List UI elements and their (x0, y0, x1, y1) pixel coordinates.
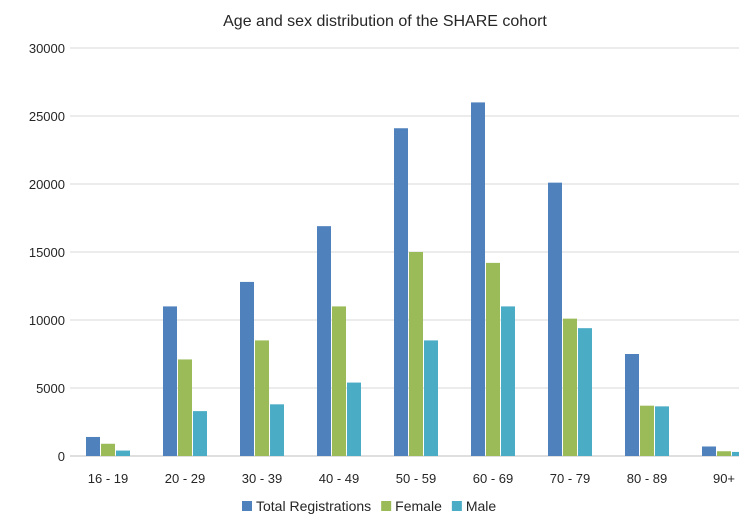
bar-female (563, 318, 577, 456)
legend: Total Registrations Female Male (242, 498, 496, 514)
x-tick-label: 80 - 89 (627, 471, 667, 486)
y-tick-label: 0 (58, 449, 65, 464)
bar-female (101, 443, 115, 456)
y-tick-label: 10000 (29, 313, 65, 328)
legend-swatch (381, 501, 392, 511)
x-tick-label: 60 - 69 (473, 471, 513, 486)
legend-label: Male (466, 498, 497, 514)
x-tick-label: 70 - 79 (550, 471, 590, 486)
y-tick-label: 25000 (29, 109, 65, 124)
bar-total-registrations (548, 182, 562, 456)
x-tick-label: 40 - 49 (319, 471, 359, 486)
legend-label: Female (395, 498, 442, 514)
bar-total-registrations (394, 128, 408, 457)
bar-male (578, 328, 592, 456)
x-tick-label: 20 - 29 (165, 471, 205, 486)
bar-female (409, 252, 423, 456)
x-tick-label: 16 - 19 (88, 471, 128, 486)
x-tick-label: 90+ (713, 471, 735, 486)
y-tick-label: 20000 (29, 177, 65, 192)
bar-total-registrations (317, 226, 331, 456)
bar-male (347, 382, 361, 456)
bar-total-registrations (625, 354, 639, 456)
bar-male (193, 411, 207, 456)
legend-label: Total Registrations (256, 498, 371, 514)
y-tick-label: 5000 (36, 381, 65, 396)
x-axis-tick-labels: 16 - 19 20 - 29 30 - 39 40 - 49 50 - 59 60 - … (88, 471, 735, 486)
bar-male (116, 450, 130, 456)
y-tick-label: 15000 (29, 245, 65, 260)
legend-swatch (451, 501, 462, 511)
bar-male (501, 306, 515, 456)
bar-male (270, 404, 284, 456)
bar-female (640, 405, 654, 456)
bars (86, 102, 739, 457)
bar-female (255, 340, 269, 456)
bar-female (717, 451, 731, 456)
bar-total-registrations (86, 436, 100, 456)
bar-total-registrations (163, 306, 177, 456)
y-tick-label: 30000 (29, 41, 65, 56)
bar-total-registrations (471, 102, 485, 457)
bar-male (732, 451, 739, 456)
y-axis-tick-labels: 0 5000 10000 15000 20000 25000 30000 (29, 41, 65, 464)
bar-female (332, 306, 346, 456)
chart-title: Age and sex distribution of the SHARE co… (223, 13, 547, 30)
bar-male (655, 406, 669, 456)
x-tick-label: 50 - 59 (396, 471, 436, 486)
bar-total-registrations (240, 281, 254, 456)
bar-female (178, 359, 192, 456)
bar-female (486, 262, 500, 456)
bar-total-registrations (702, 446, 716, 456)
legend-swatch (242, 501, 252, 511)
bar-male (424, 340, 438, 456)
x-tick-label: 30 - 39 (242, 471, 282, 486)
